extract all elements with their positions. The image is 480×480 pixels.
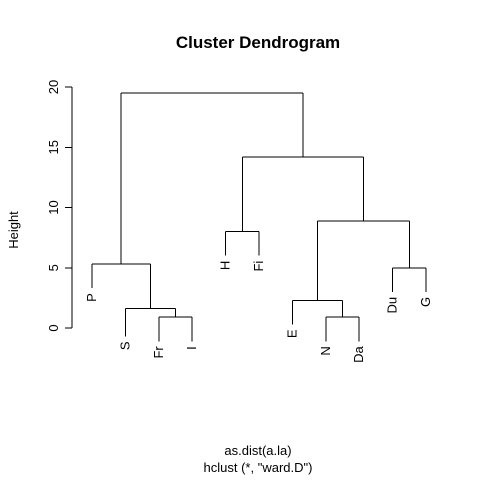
- y-tick-label: 15: [46, 140, 61, 154]
- y-tick-label: 5: [46, 264, 61, 271]
- leaf-label-fi: Fi: [251, 261, 266, 272]
- leaf-label-g: G: [418, 297, 433, 307]
- y-axis: 0 5 10 15 20: [46, 80, 73, 332]
- leaf-label-i: I: [184, 346, 199, 350]
- y-tick-label: 20: [46, 80, 61, 94]
- leaf-labels: P S Fr I H Fi E N Da Du G: [84, 261, 433, 363]
- x-axis-label: as.dist(a.la): [224, 443, 291, 458]
- leaf-label-fr: Fr: [151, 346, 166, 359]
- dendrogram-branches: [91, 92, 427, 342]
- leaf-label-n: N: [318, 346, 333, 355]
- leaf-label-da: Da: [351, 345, 366, 362]
- method-sublabel: hclust (*, "ward.D"): [204, 460, 313, 475]
- leaf-label-du: Du: [385, 297, 400, 314]
- leaf-label-s: S: [117, 341, 132, 350]
- y-axis-label: Height: [6, 211, 21, 249]
- leaf-label-e: E: [284, 329, 299, 338]
- leaf-label-h: H: [218, 261, 233, 270]
- y-tick-label: 0: [46, 324, 61, 331]
- leaf-label-p: P: [84, 293, 99, 302]
- chart-title: Cluster Dendrogram: [176, 33, 340, 52]
- y-tick-label: 10: [46, 200, 61, 214]
